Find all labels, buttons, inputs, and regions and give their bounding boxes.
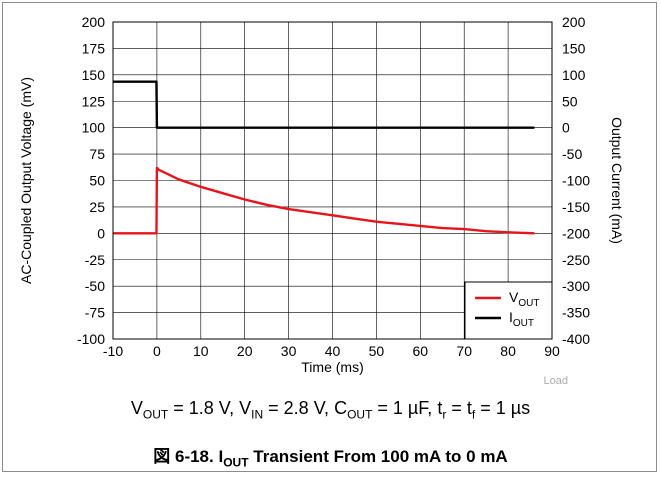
legend-label-vout-main: V	[509, 289, 519, 305]
vin-subscript: IN	[251, 407, 264, 422]
y-right-tick-label: -300	[562, 278, 590, 294]
y-left-tick-label: -50	[85, 278, 105, 294]
y-left-tick-label: 75	[89, 146, 105, 162]
x-tick-label: 20	[237, 343, 253, 359]
y-right-axis-title: Output Current (mA)	[609, 117, 625, 244]
tr-symbol: t	[437, 398, 443, 418]
caption-i-subscript: OUT	[223, 455, 249, 470]
transient-chart: -10 0 10 20 30 40 50 60 70 80 90 20017515012510075…	[18, 14, 625, 387]
vout-subscript: OUT	[142, 407, 169, 422]
legend-label-iout-main: I	[509, 309, 513, 325]
y-right-tick-label: 100	[562, 67, 586, 83]
x-tick-label: 60	[413, 343, 429, 359]
tf-subscript: f	[471, 407, 476, 422]
y-right-tick-labels: 200 150 100 50 0 -50 -100 -150 -200 -250 -300 -350 -…	[562, 14, 590, 347]
x-tick-labels: -10 0 10 20 30 40 50 60 70 80 90	[103, 343, 560, 359]
test-conditions: VOUT = 1.8 V, VIN = 2.8 V, COUT = 1 µF, …	[0, 398, 661, 422]
legend: VOUT IOUT	[464, 281, 553, 340]
x-tick-label: 70	[456, 343, 472, 359]
equals-sign: =	[446, 398, 467, 418]
plot-border	[112, 21, 553, 340]
y-right-tick-label: -100	[562, 173, 590, 189]
caption-rest: Transient From 100 mA to 0 mA	[248, 447, 508, 466]
caption-prefix: 図 6-18.	[153, 447, 219, 466]
y-right-tick-label: -200	[562, 225, 590, 241]
x-tick-label: 90	[544, 343, 560, 359]
legend-label-iout-sub: OUT	[513, 318, 534, 329]
y-left-tick-label: 125	[82, 93, 106, 109]
y-right-tick-label: 0	[562, 120, 570, 136]
x-tick-label: 10	[193, 343, 209, 359]
y-right-tick-label: -150	[562, 199, 590, 215]
legend-label-vout-sub: OUT	[518, 298, 539, 309]
legend-label-iout: IOUT	[509, 309, 534, 329]
series-layer	[113, 80, 535, 235]
legend-box	[464, 281, 553, 340]
y-left-tick-labels: 200 175 150 125 100 75 50 25 0 -25 -50 -75 -100	[77, 14, 105, 347]
tf-value: = 1 µs	[475, 398, 531, 418]
vout-value: = 1.8 V,	[168, 398, 240, 418]
y-right-tick-label: -400	[562, 331, 590, 347]
y-left-tick-label: 200	[82, 14, 106, 30]
vout-symbol: V	[130, 398, 143, 418]
caption-i-symbol: I	[218, 447, 224, 466]
vin-value: = 2.8 V,	[263, 398, 335, 418]
figure-caption: 図 6-18. IOUT Transient From 100 mA to 0 …	[0, 442, 661, 469]
y-left-tick-label: -100	[77, 331, 105, 347]
x-tick-label: 0	[153, 343, 161, 359]
watermark-text: Load	[544, 375, 568, 387]
x-tick-label: 30	[281, 343, 297, 359]
y-left-tick-label: 100	[82, 120, 106, 136]
x-tick-label: 80	[500, 343, 516, 359]
y-left-tick-label: -75	[85, 305, 105, 321]
y-right-tick-label: 50	[562, 93, 578, 109]
y-right-tick-label: -250	[562, 252, 590, 268]
tr-subscript: r	[442, 407, 447, 422]
y-left-axis-title: AC-Coupled Output Voltage (mV)	[18, 77, 34, 284]
y-right-tick-label: 200	[562, 14, 586, 30]
x-tick-label: 40	[325, 343, 341, 359]
cout-subscript: OUT	[347, 407, 373, 422]
tf-symbol: t	[466, 398, 472, 418]
y-left-tick-label: 175	[82, 40, 106, 56]
series-line-vout	[113, 166, 535, 235]
y-left-tick-label: 150	[82, 67, 106, 83]
x-tick-label: 50	[369, 343, 385, 359]
y-left-tick-label: 0	[97, 225, 105, 241]
series-line-iout	[113, 80, 535, 129]
y-right-tick-label: -350	[562, 305, 590, 321]
vin-symbol: V	[239, 398, 252, 418]
legend-label-vout: VOUT	[509, 289, 539, 309]
y-right-tick-label: -50	[562, 146, 582, 162]
cout-value: = 1 µF,	[372, 398, 438, 418]
y-left-tick-label: 25	[89, 199, 105, 215]
y-left-tick-label: 50	[89, 173, 105, 189]
y-left-tick-label: -25	[85, 252, 105, 268]
x-axis-title: Time (ms)	[301, 359, 363, 375]
cout-symbol: C	[334, 398, 348, 418]
x-tick-label: -10	[103, 343, 123, 359]
y-right-tick-label: 150	[562, 40, 586, 56]
figure-frame	[2, 2, 657, 472]
